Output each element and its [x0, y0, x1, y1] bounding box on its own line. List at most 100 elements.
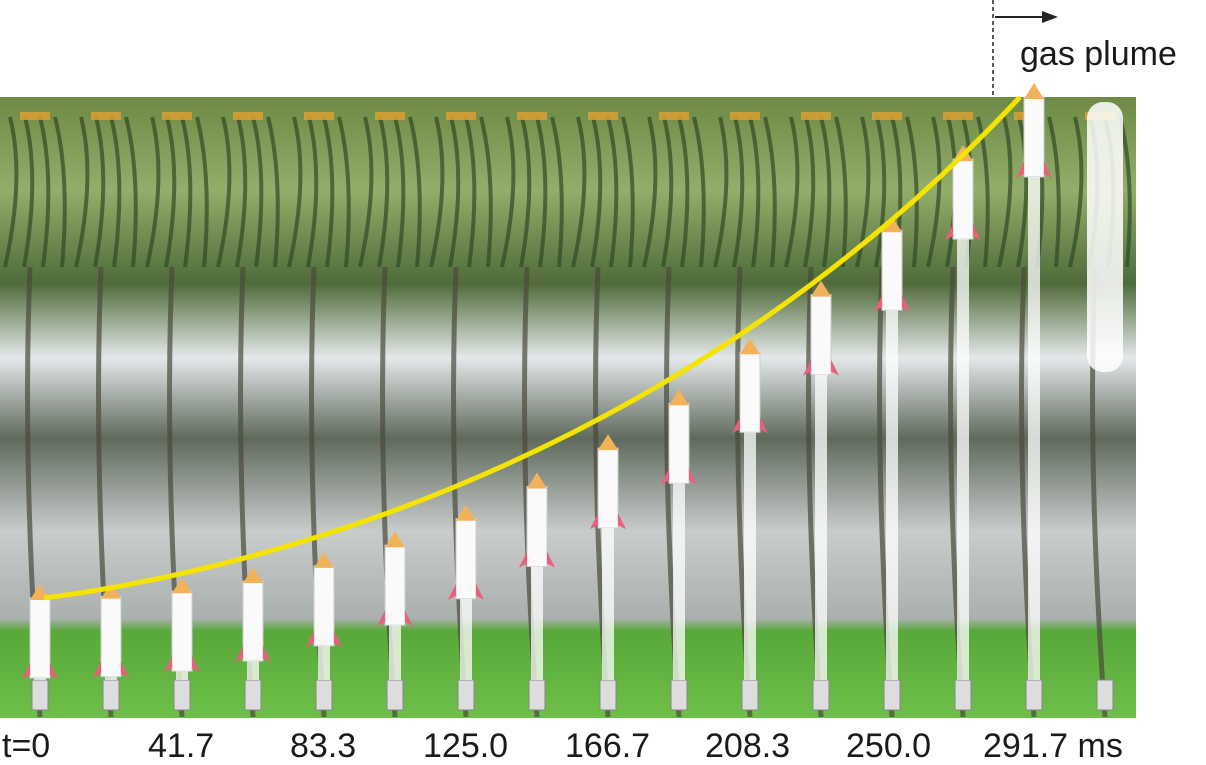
water-jet: [673, 483, 685, 680]
palm-frond: [606, 116, 619, 268]
palm-frond: [926, 116, 942, 268]
rocket-tip: [172, 577, 192, 594]
photo-strip: [0, 83, 1136, 718]
palm-frond: [306, 116, 319, 268]
palm-flower: [446, 112, 476, 120]
palm-frond: [519, 116, 532, 268]
rocket-fins: [93, 661, 129, 678]
palm-flower: [730, 112, 760, 120]
palm-frond: [1118, 116, 1132, 268]
rocket-fins: [519, 551, 555, 568]
water-jet: [389, 625, 401, 680]
palm-frond: [1068, 116, 1084, 268]
rocket-body: [739, 351, 761, 433]
palm-flower: [659, 112, 689, 120]
rocket-tip: [243, 567, 263, 584]
stand: [954, 679, 972, 711]
palm-frond: [784, 116, 800, 268]
palm-frond: [74, 116, 90, 268]
palm-frond: [713, 116, 729, 268]
palm-frond: [763, 116, 777, 268]
palm-flower: [872, 112, 902, 120]
water-jet: [105, 676, 117, 680]
rocket-fins: [377, 610, 413, 627]
palm-frond: [337, 116, 351, 268]
rocket-tip: [456, 504, 476, 521]
water-jet: [602, 528, 614, 680]
stand: [883, 679, 901, 711]
palm-frond: [535, 116, 548, 268]
rocket-tip: [811, 280, 831, 297]
palm-frond: [429, 116, 445, 268]
palm-flower: [304, 112, 334, 120]
gas-plume: [1087, 102, 1123, 372]
rocket-tip: [527, 472, 547, 489]
water-jet: [744, 432, 756, 680]
rocket-body: [29, 597, 51, 679]
rocket-body: [597, 447, 619, 529]
palm-frond: [997, 116, 1013, 268]
arrow-head: [1042, 11, 1058, 23]
rocket-tip: [1024, 83, 1044, 99]
palm-frond: [145, 116, 161, 268]
water-jet: [1028, 177, 1040, 680]
rocket-body: [810, 294, 832, 376]
stand: [173, 679, 191, 711]
palm-frond: [408, 116, 422, 268]
time-label: 125.0: [423, 727, 508, 765]
palm-flower: [20, 112, 50, 120]
palm-frond: [1047, 116, 1061, 268]
stand: [457, 679, 475, 711]
rocket-body: [313, 565, 335, 647]
water-jet: [247, 661, 259, 680]
palm-frond: [677, 116, 690, 268]
palm-flower: [943, 112, 973, 120]
palm-frond: [834, 116, 848, 268]
palm-frond: [803, 116, 816, 268]
palm-frond: [976, 116, 990, 268]
water-jet: [815, 374, 827, 680]
rocket-tip: [598, 434, 618, 451]
palm-frond: [642, 116, 658, 268]
time-label: 83.3: [290, 727, 356, 765]
palm-frond: [571, 116, 587, 268]
palm-frond: [287, 116, 303, 268]
palm-flower: [801, 112, 831, 120]
palm-frond: [124, 116, 138, 268]
time-label: 208.3: [705, 727, 790, 765]
rocket-body: [100, 596, 122, 678]
palm-frond: [732, 116, 745, 268]
rocket-tip: [101, 582, 121, 599]
water-jet: [318, 645, 330, 680]
palm-frond: [448, 116, 461, 268]
rocket-body: [952, 158, 974, 240]
rocket-tip: [669, 389, 689, 406]
palm-frond: [93, 116, 106, 268]
water-jet: [886, 310, 898, 680]
rocket-body: [455, 518, 477, 600]
palm-frond: [1016, 116, 1029, 268]
palm-flower: [588, 112, 618, 120]
water-jet: [34, 678, 46, 680]
time-label: t=0: [2, 727, 50, 765]
palm-frond: [621, 116, 635, 268]
palm-frond: [38, 116, 51, 268]
rocket-tip: [314, 551, 334, 568]
stand: [31, 679, 49, 711]
stand: [1096, 679, 1114, 711]
rocket-body: [668, 402, 690, 484]
rocket-tip: [740, 338, 760, 355]
palm-flower: [517, 112, 547, 120]
stand: [102, 679, 120, 711]
stand: [528, 679, 546, 711]
rocket-fins: [22, 663, 58, 679]
rocket-fins: [803, 359, 839, 376]
water-jet: [176, 671, 188, 680]
time-label: 291.7 ms: [983, 727, 1123, 765]
rocket-tip: [385, 531, 405, 548]
palm-frond: [748, 116, 761, 268]
time-label: 250.0: [846, 727, 931, 765]
time-labels: t=0 41.7 83.3 125.0 166.7 208.3 250.0 29…: [2, 727, 1123, 765]
stand: [741, 679, 759, 711]
